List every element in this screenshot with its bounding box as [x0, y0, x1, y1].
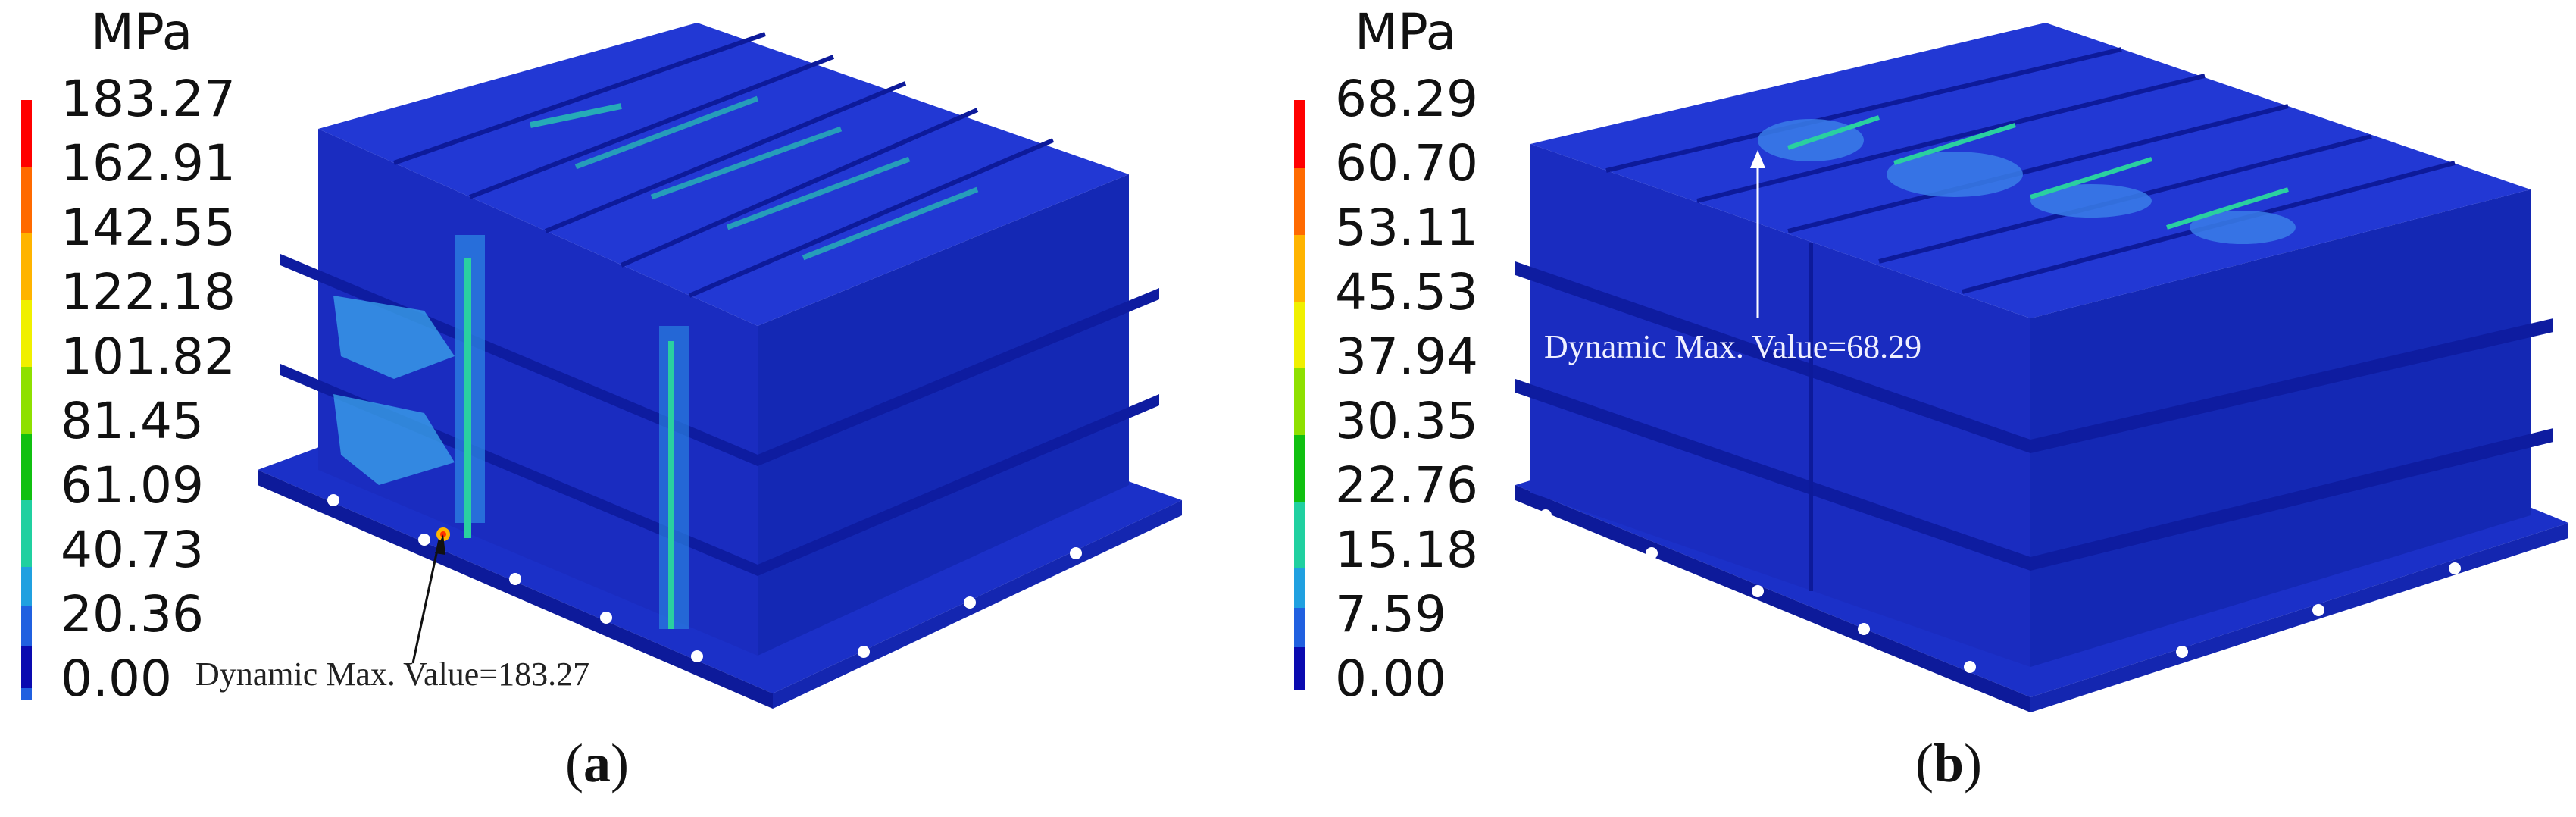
legend-tick: 0.00 [61, 650, 172, 708]
legend-tick: 162.91 [61, 134, 236, 193]
max-value-annotation: Dynamic Max. Value=183.27 [195, 656, 590, 693]
legend-tick: 61.09 [61, 456, 204, 515]
legend-tick: 45.53 [1335, 263, 1478, 321]
legend-tick: 15.18 [1335, 521, 1478, 579]
legend-unit: MPa [91, 3, 193, 61]
legend-tick: 101.82 [61, 327, 236, 386]
legend-tick: 68.29 [1335, 70, 1478, 128]
legend-tick: 81.45 [61, 392, 204, 450]
legend-unit: MPa [1355, 3, 1457, 61]
legend-tick: 7.59 [1335, 585, 1446, 643]
battery-pack-model [258, 23, 1182, 709]
panel-b: MPa 68.29 60.70 53.11 45.53 37.94 30.35 … [1288, 0, 2576, 794]
legend-tick: 40.73 [61, 521, 204, 579]
legend-tick: 142.55 [61, 199, 236, 257]
panel-caption: (a) [565, 733, 629, 794]
legend-tick: 122.18 [61, 263, 236, 321]
legend-tick: 37.94 [1335, 327, 1478, 386]
legend-tick: 183.27 [61, 70, 236, 128]
legend-tick: 0.00 [1335, 650, 1446, 708]
panel-caption: (b) [1915, 733, 1983, 794]
panel-a: MPa 183.27 162.91 142.55 122.18 101.82 8… [0, 0, 1288, 794]
max-value-annotation: Dynamic Max. Value=68.29 [1544, 328, 1922, 365]
legend-tick: 30.35 [1335, 392, 1478, 450]
stress-legend-bar [21, 100, 32, 700]
legend-tick: 22.76 [1335, 456, 1478, 515]
stress-legend-bar [1294, 100, 1305, 690]
legend-tick: 20.36 [61, 585, 204, 643]
battery-pack-model [1515, 23, 2568, 712]
legend-tick: 60.70 [1335, 134, 1478, 193]
legend-tick: 53.11 [1335, 199, 1478, 257]
